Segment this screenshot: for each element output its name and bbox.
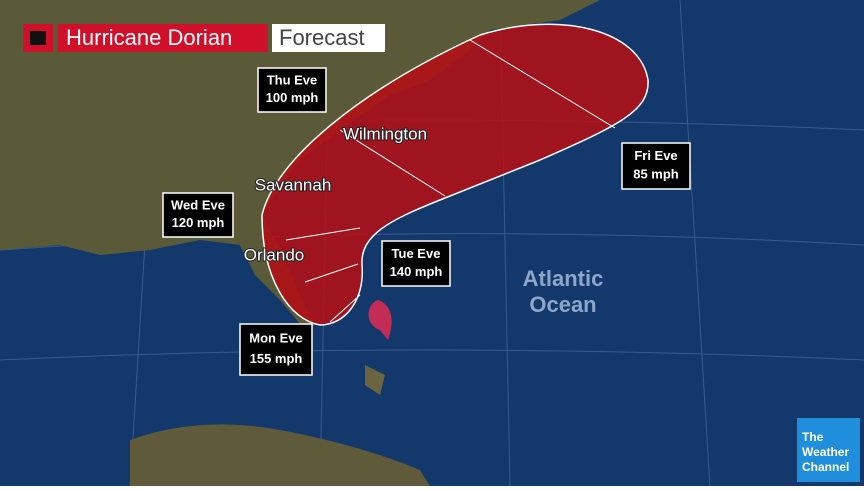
ocean-label: Ocean [529, 292, 596, 317]
subtitle-bg [272, 24, 385, 52]
land-cuba [130, 424, 430, 486]
cone-dividers [285, 39, 616, 323]
label-box [621, 142, 691, 190]
label-box [381, 240, 451, 287]
forecast-label: Wed Eve 120 mph [162, 192, 234, 238]
label-speed: 140 mph [390, 264, 443, 279]
label-speed: 85 mph [633, 167, 679, 182]
logo-text: Channel [802, 460, 849, 474]
title: Hurricane Dorian [66, 25, 232, 50]
land-us [0, 0, 600, 330]
label-box [239, 323, 313, 376]
logo-bg [797, 418, 860, 482]
label-day: Tue Eve [392, 246, 441, 261]
forecast-label: Tue Eve 140 mph [381, 240, 451, 287]
label-box [257, 67, 327, 113]
label-box [162, 192, 234, 238]
forecast-label: Fri Eve 85 mph [621, 142, 691, 190]
forecast-label: Thu Eve 100 mph [257, 67, 327, 113]
forecast-cone [261, 23, 649, 326]
label-speed: 100 mph [266, 90, 319, 105]
label-day: Mon Eve [249, 331, 302, 346]
label-speed: 120 mph [172, 215, 225, 230]
city: Wilmington [343, 124, 427, 143]
label-day: Wed Eve [171, 198, 225, 213]
storm-icon [368, 300, 392, 340]
label-speed: 155 mph [250, 351, 303, 366]
logo-text: The [802, 430, 824, 444]
label-day: Fri Eve [634, 148, 677, 163]
icon [30, 31, 46, 45]
logo-text: Weather [802, 445, 849, 459]
land-bahamas [365, 365, 385, 395]
ocean-label: Atlantic [523, 266, 604, 291]
forecast-label: Mon Eve 155 mph [239, 323, 313, 376]
subtitle: Forecast [279, 25, 365, 50]
title-bg [58, 24, 268, 52]
label-day: Thu Eve [267, 73, 318, 88]
city: Savannah [255, 175, 332, 194]
city: Orlando [244, 245, 304, 264]
